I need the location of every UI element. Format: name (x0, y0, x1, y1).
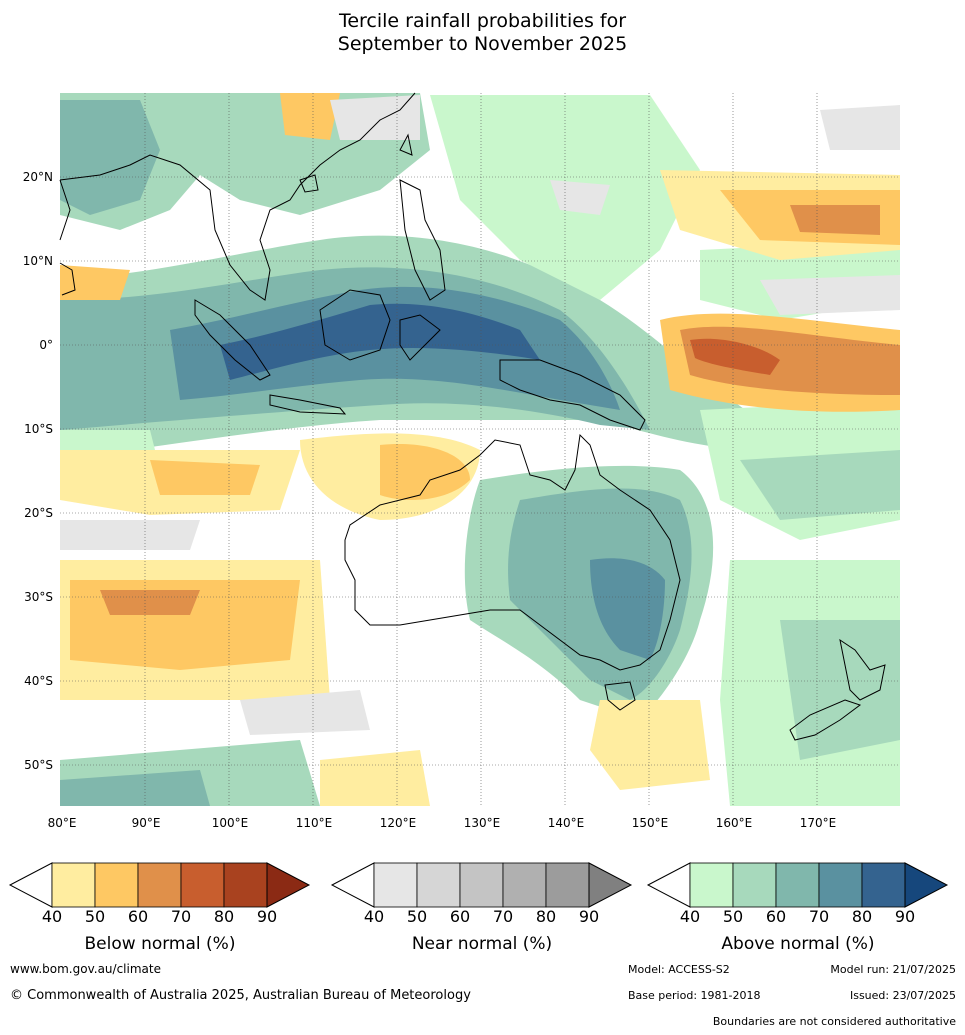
footer-issued: Issued: 23/07/2025 (849, 989, 956, 1002)
java-coast (269, 394, 347, 415)
below-legend-label: Below normal (%) (85, 934, 236, 954)
near-swatch-70 (502, 862, 547, 908)
near-tick: 90 (579, 907, 599, 926)
lat-label: 0° (39, 338, 53, 352)
below-swatch-40 (51, 862, 96, 908)
lat-label: 30°S (24, 590, 53, 604)
near-tick: 80 (536, 907, 556, 926)
near-swatch-50 (416, 862, 461, 908)
above-tick: 80 (852, 907, 872, 926)
above-tick: 90 (895, 907, 915, 926)
below-tick: 50 (85, 907, 105, 926)
footer-disclaimer: Boundaries are not considered authoritat… (712, 1015, 956, 1028)
above-tick: 70 (809, 907, 829, 926)
footer-model-run: Model run: 21/07/2025 (830, 963, 956, 976)
lon-label: 150°E (632, 816, 669, 830)
lon-label: 160°E (716, 816, 753, 830)
near-tick: 60 (450, 907, 470, 926)
below-swatch-50 (94, 862, 139, 908)
coastlines (59, 92, 886, 741)
lon-label: 130°E (464, 816, 501, 830)
near-tick: 50 (407, 907, 427, 926)
borneo-coast (319, 289, 391, 361)
footer-model: Model: ACCESS-S2 (628, 963, 730, 976)
above-under-arrow (646, 862, 691, 908)
lon-label: 170°E (800, 816, 837, 830)
below-tick: 80 (214, 907, 234, 926)
near-over-arrow (588, 862, 633, 908)
lon-axis-labels: 80°E 90°E 100°E 110°E 120°E 130°E 140°E … (48, 816, 837, 830)
probability-field (60, 93, 900, 806)
lat-label: 10°S (24, 422, 53, 436)
near-legend-label: Near normal (%) (412, 934, 552, 954)
below-over-arrow (266, 862, 311, 908)
legend-near: 40 50 60 70 80 90 Near normal (%) (330, 862, 633, 954)
legend-above: 40 50 60 70 80 90 Above normal (%) (646, 862, 949, 954)
lat-label: 20°N (23, 170, 53, 184)
australia-coast (344, 433, 681, 671)
above-tick: 50 (723, 907, 743, 926)
sumatra-coast (194, 299, 271, 381)
taiwan-coast (399, 133, 413, 156)
above-swatch-40 (689, 862, 734, 908)
rainfall-map: 80°E 90°E 100°E 110°E 120°E 130°E 140°E … (23, 92, 900, 830)
hainan-coast (299, 174, 319, 193)
lat-label: 40°S (24, 674, 53, 688)
lon-label: 140°E (548, 816, 585, 830)
asia-coast (59, 92, 416, 301)
above-legend-label: Above normal (%) (721, 934, 874, 954)
tasmania-coast (604, 681, 636, 711)
footer-base-period: Base period: 1981-2018 (628, 989, 761, 1002)
near-under-arrow (330, 862, 375, 908)
new-guinea-coast (499, 359, 646, 431)
title-line-1: Tercile rainfall probabilities for (338, 10, 627, 32)
near-tick: 40 (364, 907, 384, 926)
footer-url: www.bom.gov.au/climate (10, 962, 161, 976)
near-swatch-40 (373, 862, 418, 908)
below-swatch-70 (180, 862, 225, 908)
above-swatch-50 (732, 862, 777, 908)
title-line-2: September to November 2025 (337, 33, 628, 55)
lon-label: 80°E (48, 816, 77, 830)
below-tick: 60 (128, 907, 148, 926)
above-tick: 40 (680, 907, 700, 926)
below-tick: 40 (42, 907, 62, 926)
lat-axis-labels: 20°N 10°N 0° 10°S 20°S 30°S 40°S 50°S (23, 170, 53, 772)
philippines-coast (399, 179, 446, 301)
sulawesi-coast (399, 314, 441, 361)
lon-label: 120°E (380, 816, 417, 830)
below-swatch-80 (223, 862, 268, 908)
above-tick: 60 (766, 907, 786, 926)
below-swatch-60 (137, 862, 182, 908)
above-swatch-60 (775, 862, 820, 908)
india-coast (59, 179, 71, 241)
near-swatch-60 (459, 862, 504, 908)
sri-lanka-coast (59, 262, 76, 296)
lon-label: 90°E (132, 816, 161, 830)
above-swatch-70 (818, 862, 863, 908)
footer-copyright: © Commonwealth of Australia 2025, Austra… (10, 988, 471, 1003)
near-tick: 70 (493, 907, 513, 926)
nz-north-coast (839, 638, 886, 701)
map-title: Tercile rainfall probabilities for Septe… (0, 10, 965, 56)
lat-label: 10°N (23, 254, 53, 268)
legend-below: 40 50 60 70 80 90 Below normal (%) (8, 862, 311, 954)
lat-label: 20°S (24, 506, 53, 520)
below-under-arrow (8, 862, 53, 908)
lon-label: 110°E (296, 816, 333, 830)
lat-label: 50°S (24, 758, 53, 772)
below-tick: 70 (171, 907, 191, 926)
near-swatch-80 (545, 862, 590, 908)
lon-label: 100°E (212, 816, 249, 830)
below-tick: 90 (257, 907, 277, 926)
above-swatch-80 (861, 862, 906, 908)
above-over-arrow (904, 862, 949, 908)
graticule (60, 93, 900, 806)
nz-south-coast (789, 699, 862, 741)
